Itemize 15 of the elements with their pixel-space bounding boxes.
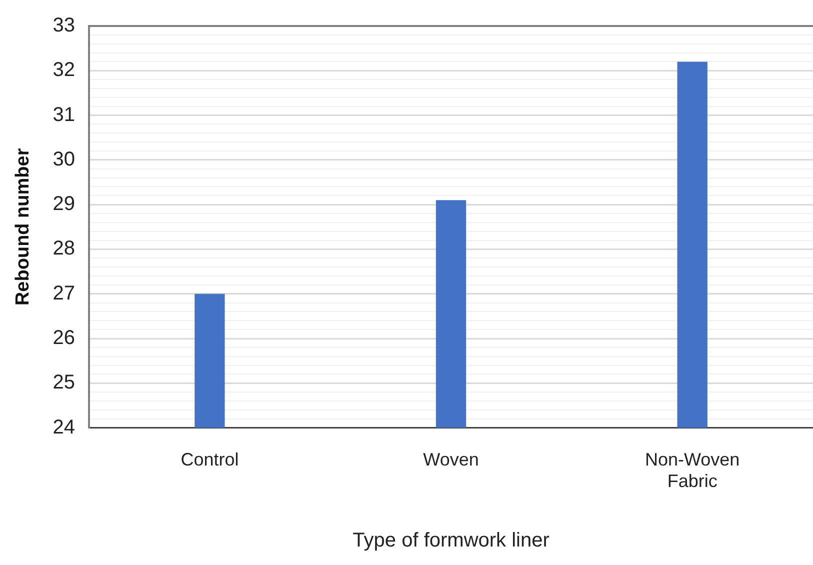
y-tick-label: 33 [52, 14, 76, 37]
y-axis-title: Rebound number [12, 148, 34, 306]
y-tick-label: 29 [52, 193, 76, 216]
y-tick-label: 32 [52, 59, 76, 82]
x-tick-label: Control [180, 450, 239, 470]
y-tick-label: 26 [52, 327, 76, 350]
y-tick-label: 27 [52, 282, 76, 304]
y-tick-label: 28 [52, 238, 76, 260]
x-tick-label: Non-Woven Fabric [644, 450, 740, 492]
x-tick-label: Woven [423, 450, 479, 470]
x-axis-title: Type of formwork liner [352, 530, 550, 552]
y-tick-label: 25 [52, 372, 76, 394]
y-tick-label: 24 [52, 416, 76, 438]
y-tick-label: 31 [52, 104, 76, 126]
y-tick-label: 30 [52, 148, 76, 170]
